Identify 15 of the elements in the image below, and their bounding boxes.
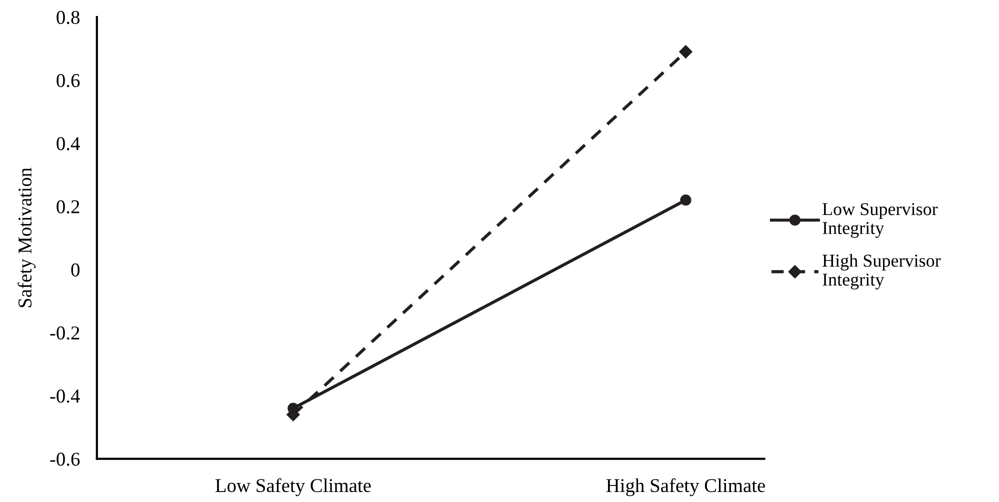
y-axis-title: Safety Motivation: [18, 168, 36, 308]
y-tick-label: 0.6: [56, 74, 80, 88]
y-tick-label: -0.4: [50, 390, 80, 403]
y-tick-label: 0.4: [56, 137, 80, 150]
y-tick-label: 0.2: [56, 200, 80, 214]
point: [680, 194, 692, 206]
legend-label: Low Supervisor Integrity: [822, 203, 938, 238]
point: [679, 45, 692, 58]
y-tick-label: -0.2: [50, 326, 80, 340]
legend-label: High Supervisor Integrity: [822, 254, 941, 290]
y-tick-label: -0.6: [50, 452, 80, 466]
y-tick-label: 0.8: [56, 10, 80, 24]
y-tick-label: 0: [71, 263, 80, 276]
x-tick-label: High Safety Climate: [606, 478, 765, 496]
x-tick-label: Low Safety Climate: [215, 478, 371, 496]
